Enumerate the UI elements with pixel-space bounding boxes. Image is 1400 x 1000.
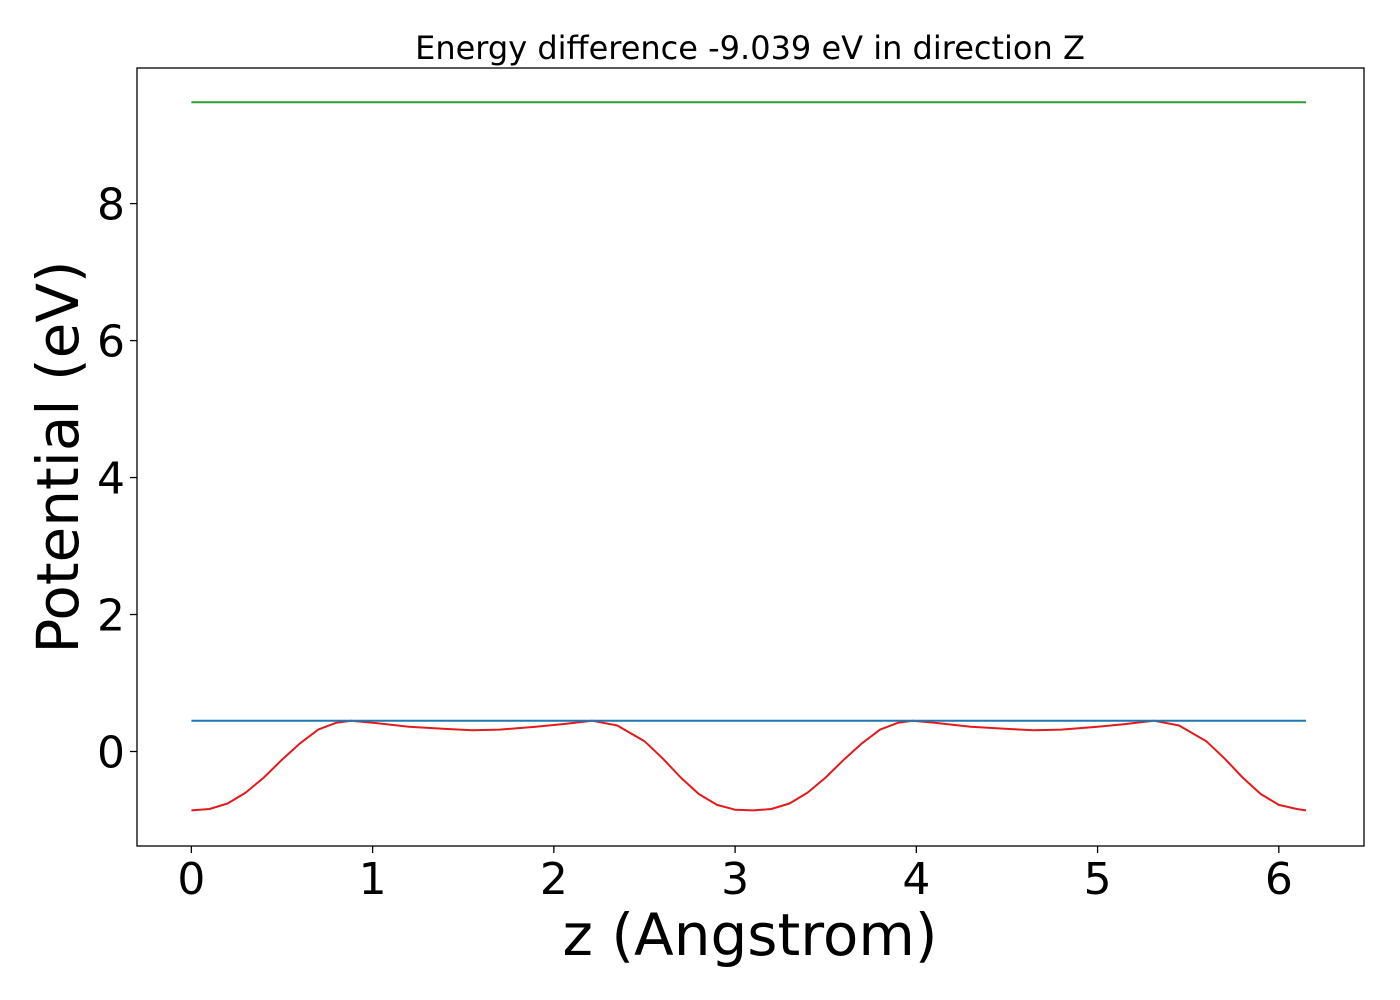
y-tick-label: 4 [97,454,125,505]
y-tick-label: 0 [97,727,125,778]
x-tick-label: 1 [359,854,387,905]
series-layer [191,101,1307,812]
y-tick-label: 8 [97,180,125,231]
y-axis-label: Potential (eV) [24,260,92,653]
y-tick-label: 6 [97,317,125,368]
chart-title: Energy difference -9.039 eV in direction… [415,29,1085,67]
x-axis-label: z (Angstrom) [563,901,938,969]
y-axis-ticks: 0 2 4 6 8 [97,180,137,778]
x-tick-label: 3 [721,854,749,905]
series-line-0 [191,719,1307,812]
y-tick-label: 2 [97,591,125,642]
x-tick-label: 2 [540,854,568,905]
plot-frame [136,67,1365,847]
x-tick-label: 0 [177,854,205,905]
x-tick-label: 4 [902,854,930,905]
x-tick-label: 5 [1084,854,1112,905]
x-axis-ticks: 0 1 2 3 4 5 6 [177,846,1293,905]
x-tick-label: 6 [1265,854,1293,905]
